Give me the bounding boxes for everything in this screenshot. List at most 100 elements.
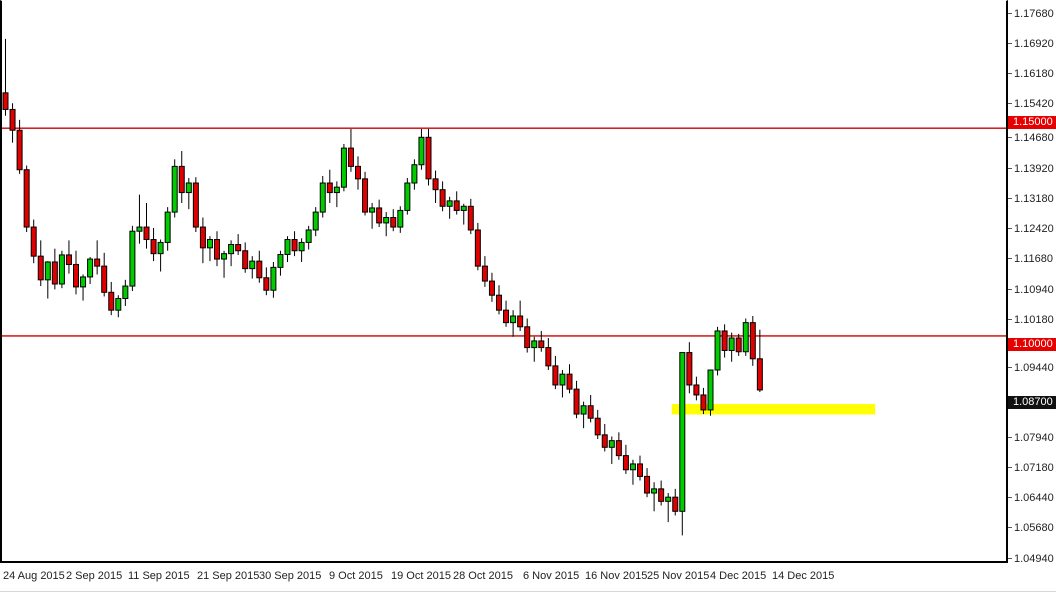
candle-body-bullish (228, 244, 235, 255)
candle-body-bearish (615, 440, 622, 457)
candle-body-bullish (185, 182, 192, 194)
candle-body-bearish (552, 365, 559, 386)
highlight-zone-rect[interactable] (671, 404, 876, 415)
candle-body-bearish (101, 265, 108, 293)
candle-body-bearish (178, 165, 185, 194)
time-tick-label: 19 Oct 2015 (391, 570, 451, 582)
price-tick-mark (1008, 319, 1012, 320)
time-axis[interactable]: 24 Aug 2015 2 Sep 2015 11 Sep 2015 21 Sep 2… (0, 563, 1056, 592)
candle-body-bullish (87, 258, 94, 278)
candle (622, 444, 629, 474)
candle (171, 159, 178, 218)
candle (214, 231, 220, 267)
price-tick-mark (1008, 73, 1012, 74)
price-tick-text: 1.14680 (1014, 132, 1054, 144)
candle-body-bearish (214, 239, 220, 260)
candle (637, 455, 643, 481)
price-tick-text: 1.10180 (1014, 314, 1054, 326)
candle (355, 156, 361, 190)
price-tick-text: 1.05680 (1014, 522, 1054, 534)
price-tick-mark (1008, 13, 1012, 14)
price-tick-text: 1.10940 (1014, 284, 1054, 296)
candle-body-bearish (291, 239, 298, 252)
candlestick-plot-area[interactable] (2, 1, 1006, 561)
candle (481, 256, 488, 287)
candle (418, 128, 425, 170)
candle (157, 239, 164, 272)
candle-body-bullish (714, 330, 721, 371)
candle-body-bearish (453, 200, 460, 211)
candle-body-bullish (157, 241, 164, 255)
candle-body-bullish (312, 211, 319, 231)
candle-body-bullish (665, 496, 672, 502)
candle-body-bearish (235, 244, 242, 252)
price-level-badge-110000[interactable]: 1.10000 (1008, 338, 1056, 351)
time-tick-label: 21 Sep 2015 (197, 570, 260, 582)
candle-body-bearish (143, 226, 150, 241)
time-tick-label: 6 Nov 2015 (523, 570, 580, 582)
candle (552, 355, 559, 390)
candle (383, 212, 390, 237)
candle-body-bullish (608, 440, 615, 448)
candle-body-bearish (390, 217, 397, 228)
price-tick-mark (1008, 103, 1012, 104)
candle-body-bearish (242, 250, 249, 270)
candle-body-bearish (524, 326, 531, 349)
candle-body-bullish (171, 165, 178, 213)
candle (319, 175, 326, 218)
candle (721, 324, 728, 358)
candle-body-bearish (347, 147, 354, 167)
chart-frame (0, 0, 1008, 563)
candle (228, 240, 235, 267)
candle (580, 401, 587, 429)
candle-body-bullish (369, 207, 376, 213)
candle (30, 219, 37, 264)
candle-body-bearish (496, 294, 502, 311)
candle (235, 234, 242, 255)
candle-body-bullish (679, 352, 686, 512)
candle (460, 203, 467, 225)
time-tick-label: 30 Sep 2015 (259, 570, 322, 582)
candle (474, 222, 481, 271)
candle-body-bullish (206, 239, 213, 249)
candle (594, 409, 601, 439)
current-price-badge[interactable]: 1.08700 (1008, 396, 1056, 409)
candle-body-bearish (263, 277, 270, 291)
candle-body-bearish (566, 373, 573, 390)
candle-body-bullish (460, 205, 467, 211)
candle-body-bearish (622, 455, 629, 471)
candle-body-bullish (742, 322, 749, 353)
candle-body-bullish (115, 298, 122, 311)
candle (347, 128, 354, 172)
candle-body-bearish (735, 337, 742, 353)
candle (206, 236, 213, 262)
candle-body-bearish (686, 352, 693, 386)
price-tick-mark (1008, 527, 1012, 528)
candle-body-bearish (376, 207, 383, 224)
candle-body-bearish (672, 496, 679, 512)
candle-body-bullish (58, 254, 65, 285)
candle (601, 424, 608, 452)
price-tick-text: 1.07940 (1014, 432, 1054, 444)
candle-body-bearish (573, 388, 580, 415)
time-tick-label: 9 Oct 2015 (329, 570, 383, 582)
price-axis[interactable]: 1.17680 1.16920 1.16180 1.15420 1.14680 1.139… (1008, 0, 1056, 565)
price-tick-text: 1.06440 (1014, 492, 1054, 504)
price-level-badge-115000[interactable]: 1.15000 (1008, 116, 1056, 129)
time-tick-label: 25 Nov 2015 (647, 570, 710, 582)
candle-body-bullish (319, 182, 326, 213)
price-tick-text: 1.07180 (1014, 462, 1054, 474)
price-tick-label: 1.14680 (1008, 132, 1054, 144)
candle-body-bullish (446, 200, 453, 207)
price-tick-text: 1.15420 (1014, 98, 1054, 110)
candle-body-bearish (432, 178, 439, 191)
price-tick-mark (1008, 137, 1012, 138)
candle (524, 318, 531, 353)
candle (503, 300, 510, 327)
candle (44, 261, 51, 299)
price-tick-mark (1008, 258, 1012, 259)
candle (453, 191, 460, 215)
candle-body-bullish (284, 239, 291, 255)
candle-body-bearish (481, 265, 488, 282)
candle (672, 488, 679, 516)
